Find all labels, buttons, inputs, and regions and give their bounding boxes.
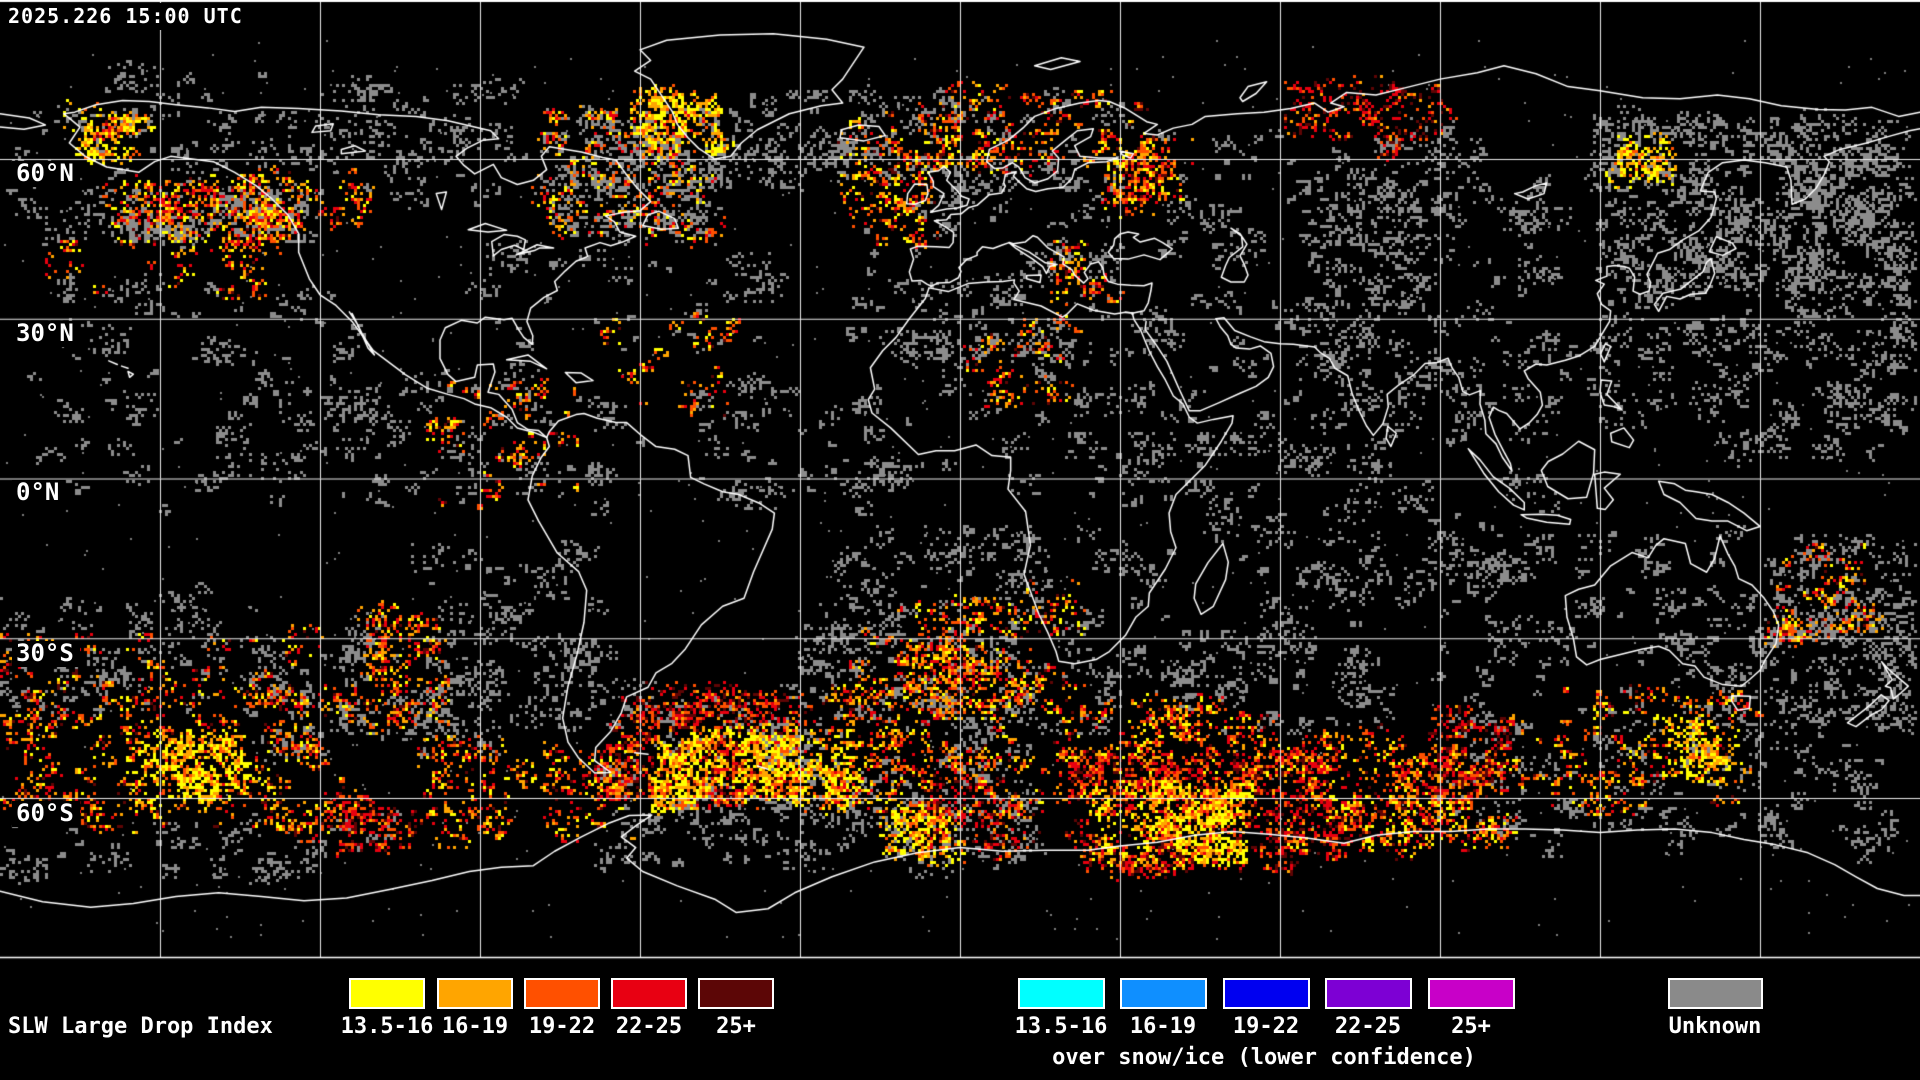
latitude-label-30s: 30°S xyxy=(12,640,80,668)
legend-swatch-snowice-19-22 xyxy=(1223,978,1310,1009)
latitude-label-60n: 60°N xyxy=(12,160,80,188)
legend-range-label: 19-22 xyxy=(528,1014,596,1039)
legend-swatch-snowice-25plus xyxy=(1428,978,1515,1009)
legend-range-label: 22-25 xyxy=(1334,1014,1402,1039)
timestamp-label: 2025.226 15:00 UTC xyxy=(6,3,251,30)
legend-range-label: 16-19 xyxy=(441,1014,509,1039)
legend-swatch-standard-19-22 xyxy=(524,978,600,1009)
legend-swatch-snowice-16-19 xyxy=(1120,978,1207,1009)
legend-range-label: 13.5-16 xyxy=(1014,1014,1108,1039)
legend-range-label: 25+ xyxy=(716,1014,756,1039)
legend-range-label: 25+ xyxy=(1451,1014,1491,1039)
legend-swatch-standard-22-25 xyxy=(611,978,687,1009)
latitude-label-0n: 0°N xyxy=(12,479,66,507)
latitude-label-30n: 30°N xyxy=(12,320,80,348)
legend-swatch-snowice-22-25 xyxy=(1325,978,1412,1009)
legend-swatch-standard-25plus xyxy=(698,978,774,1009)
legend-range-label: 22-25 xyxy=(615,1014,683,1039)
legend-range-label: 16-19 xyxy=(1129,1014,1197,1039)
legend-swatch-snowice-13.5-16 xyxy=(1018,978,1105,1009)
latitude-label-60s: 60°S xyxy=(12,800,80,828)
legend-range-label: 19-22 xyxy=(1232,1014,1300,1039)
legend-range-label: 13.5-16 xyxy=(340,1014,434,1039)
legend-title: SLW Large Drop Index xyxy=(8,1014,273,1039)
legend-unknown-label: Unknown xyxy=(1668,1014,1762,1039)
legend-swatch-unknown xyxy=(1668,978,1763,1009)
legend-swatch-standard-13.5-16 xyxy=(349,978,425,1009)
legend-snowice-caption: over snow/ice (lower confidence) xyxy=(1052,1045,1476,1070)
legend-swatch-standard-16-19 xyxy=(437,978,513,1009)
